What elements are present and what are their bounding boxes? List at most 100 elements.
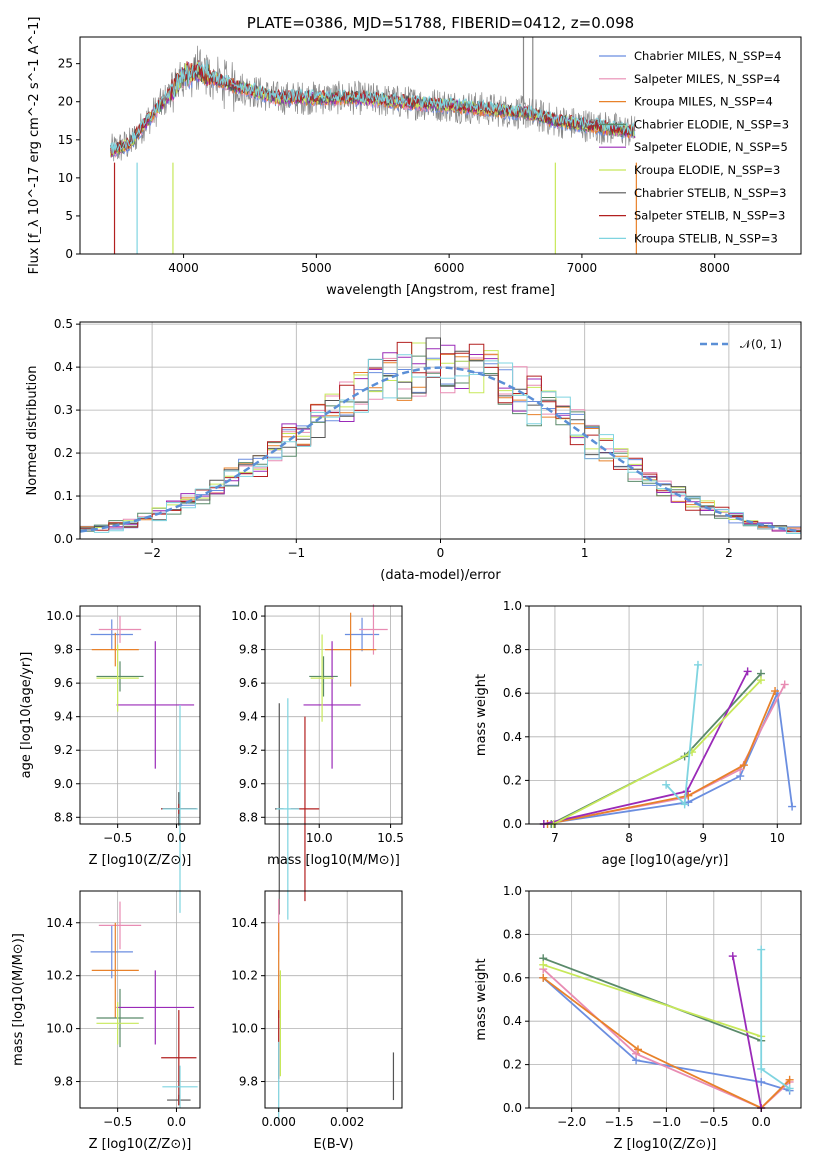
y-tick-label: 9.8 [239, 643, 258, 657]
y-tick-label: 9.8 [239, 1075, 258, 1089]
y-tick-label: 9.8 [54, 643, 73, 657]
gaussian-curve [79, 366, 802, 533]
x-tick-label: −1.5 [604, 1115, 633, 1129]
y-tick-label: 0.0 [503, 1101, 522, 1115]
legend-label: Chabrier STELIB, N_SSP=3 [634, 186, 786, 200]
y-tick-label: 1.0 [503, 599, 522, 613]
mass-weight-line [542, 957, 762, 1042]
y-tick-label: 10.0 [231, 1022, 258, 1036]
x-tick-label: 1 [581, 546, 589, 560]
legend-label: Kroupa MILES, N_SSP=4 [634, 95, 773, 109]
mass-weight-line [665, 664, 699, 807]
x-tick-label: −0.5 [103, 1115, 132, 1129]
y-axis-label: mass [log10(M/M⊙)] [11, 933, 26, 1066]
axes-group [529, 605, 801, 825]
histogram-step-line [80, 341, 801, 532]
x-axis-label: E(B-V) [313, 1137, 353, 1152]
y-tick-label: 25 [58, 57, 73, 71]
y-tick-label: 0 [65, 247, 73, 261]
legend-label: 𝒩(0, 1) [740, 337, 782, 351]
y-tick-label: 8.8 [239, 810, 258, 824]
x-axis-label: Z [log10(Z/Z⊙)] [89, 1137, 192, 1152]
x-tick-label: 9 [699, 831, 707, 845]
chart-title: PLATE=0386, MJD=51788, FIBERID=0412, z=0… [247, 14, 634, 32]
y-tick-label: 20 [58, 95, 73, 109]
y-tick-label: 0.5 [54, 317, 73, 331]
mass-weight-line [542, 977, 790, 1092]
y-tick-label: 10.0 [46, 609, 73, 623]
y-tick-label: 9.6 [239, 676, 258, 690]
y-tick-label: 9.0 [54, 777, 73, 791]
y-axis-label: age [log10(age/yr)] [19, 652, 34, 779]
y-tick-label: 0.6 [503, 686, 522, 700]
x-tick-label: 10 [770, 831, 785, 845]
mass-weight-line [543, 670, 749, 825]
y-tick-label: 10.0 [231, 609, 258, 623]
x-tick-label: −1 [287, 546, 305, 560]
axes-group [529, 890, 801, 1109]
legend-label: Salpeter STELIB, N_SSP=3 [634, 209, 785, 223]
x-tick-label: 5000 [301, 261, 332, 275]
x-tick-label: −0.5 [103, 831, 132, 845]
axes-frame [528, 890, 802, 1109]
y-tick-label: 9.0 [239, 777, 258, 791]
y-tick-label: 10 [58, 171, 73, 185]
x-tick-label: 0.0 [752, 1115, 771, 1129]
x-tick-label: 10.0 [306, 831, 333, 845]
axes-frame [79, 36, 802, 255]
y-tick-label: 0.0 [503, 817, 522, 831]
x-axis-label: wavelength [Angstrom, rest frame] [326, 283, 555, 298]
mass-weight-line [760, 949, 791, 1090]
legend-label: Salpeter MILES, N_SSP=4 [634, 72, 780, 86]
y-tick-label: 9.2 [239, 743, 258, 757]
y-tick-label: 0.6 [503, 971, 522, 985]
model-spectrum-line [110, 60, 636, 154]
y-tick-label: 15 [58, 133, 73, 147]
y-tick-label: 0.8 [503, 927, 522, 941]
x-tick-label: 0.0 [167, 1115, 186, 1129]
axes-frame [264, 890, 403, 1109]
mass-weight-line [543, 689, 793, 825]
y-tick-label: 0.4 [54, 360, 73, 374]
y-tick-label: 0.8 [503, 643, 522, 657]
y-tick-label: 0.2 [503, 1058, 522, 1072]
y-tick-label: 9.8 [54, 1075, 73, 1089]
mass-weight-line [547, 690, 776, 825]
y-axis-label: Normed distribution [25, 366, 40, 496]
y-tick-label: 9.2 [54, 743, 73, 757]
axes-frame [528, 605, 802, 825]
x-tick-label: −2 [143, 546, 161, 560]
x-tick-label: 0 [437, 546, 445, 560]
y-tick-label: 0.1 [54, 489, 73, 503]
x-tick-label: −0.5 [699, 1115, 728, 1129]
y-tick-label: 10.0 [46, 1022, 73, 1036]
x-tick-label: 8000 [699, 261, 730, 275]
y-axis-label: mass weight [474, 958, 489, 1040]
x-tick-label: 4000 [168, 261, 199, 275]
y-tick-label: 0.4 [503, 730, 522, 744]
x-tick-label: 0.002 [330, 1115, 364, 1129]
y-axis-label: mass weight [474, 674, 489, 756]
y-tick-label: 0.0 [54, 532, 73, 546]
axes-group [80, 606, 200, 824]
axes-frame [264, 605, 403, 825]
legend-label: Salpeter ELODIE, N_SSP=5 [634, 140, 788, 154]
x-tick-label: 6000 [434, 261, 465, 275]
legend-label: Chabrier ELODIE, N_SSP=3 [634, 117, 789, 131]
x-tick-label: 0.000 [262, 1115, 296, 1129]
legend-label: Chabrier MILES, N_SSP=4 [634, 49, 781, 63]
x-tick-label: −1.0 [652, 1115, 681, 1129]
y-tick-label: 10.2 [231, 969, 258, 983]
x-axis-label: mass [log10(M/M⊙)] [267, 853, 400, 868]
y-tick-label: 0.3 [54, 403, 73, 417]
x-axis-label: Z [log10(Z/Z⊙)] [614, 1137, 717, 1152]
x-tick-label: 8 [625, 831, 633, 845]
y-tick-label: 10.4 [231, 916, 258, 930]
legend-label: Kroupa ELODIE, N_SSP=3 [634, 163, 780, 177]
y-tick-label: 5 [65, 209, 73, 223]
y-tick-label: 9.4 [239, 710, 258, 724]
x-tick-label: 10.5 [377, 831, 404, 845]
y-tick-label: 10.2 [46, 969, 73, 983]
axes-frame [79, 890, 201, 1109]
legend-label: Kroupa STELIB, N_SSP=3 [634, 231, 778, 245]
